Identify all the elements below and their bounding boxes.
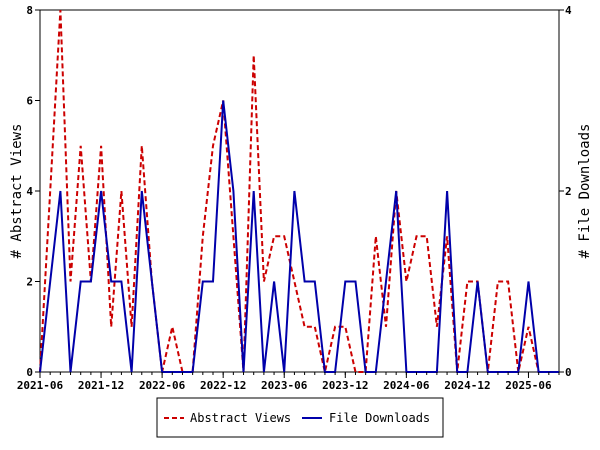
legend-box: [156, 397, 444, 438]
legend-label-file-downloads: File Downloads: [329, 411, 430, 425]
left-tick-label: 2: [26, 276, 33, 289]
right-axis: 0 2 4: [559, 4, 572, 379]
series-line-abstract-views: [39, 9, 559, 373]
x-tick-label: 2023-06: [261, 379, 308, 392]
x-tick-label: 2023-12: [322, 379, 368, 392]
x-tick-label: 2024-12: [444, 379, 490, 392]
right-tick-label: 4: [565, 4, 572, 17]
x-tick-label: 2025-06: [505, 379, 552, 392]
x-tick-label: 2024-06: [383, 379, 430, 392]
x-tick-label: 2022-12: [200, 379, 246, 392]
left-tick-label: 4: [26, 185, 33, 198]
series-layer: [39, 9, 559, 373]
x-tick-label: 2021-06: [17, 379, 64, 392]
plot-area: [39, 9, 560, 373]
legend: Abstract Views File Downloads: [156, 397, 444, 438]
right-tick-label: 0: [565, 366, 572, 379]
x-axis: 2021-06 2021-12 2022-06 2022-12 2023-06 2023-…: [17, 372, 560, 392]
left-tick-label: 8: [26, 4, 33, 17]
plot-background: [40, 10, 559, 372]
x-tick-label: 2021-12: [78, 379, 124, 392]
y-axis-title-right: # File Downloads: [577, 124, 593, 259]
right-tick-label: 2: [565, 185, 572, 198]
x-tick-label: 2022-06: [139, 379, 186, 392]
legend-label-abstract-views: Abstract Views: [190, 411, 291, 425]
y-axis-title-left: # Abstract Views: [9, 124, 25, 259]
left-tick-label: 6: [26, 95, 33, 108]
series-line-file-downloads: [39, 100, 559, 373]
left-axis: 0 2 4 6 8: [26, 4, 40, 379]
left-tick-label: 0: [26, 366, 33, 379]
